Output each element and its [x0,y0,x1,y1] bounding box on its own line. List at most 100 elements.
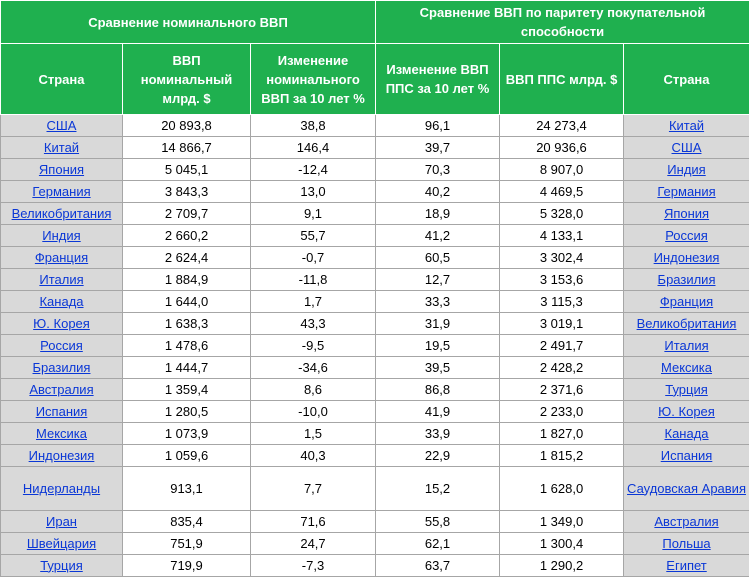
column-header: Страна [0,43,123,115]
country-cell: Мексика [0,422,123,445]
country-cell: Япония [622,202,749,225]
country-cell: Иран [0,510,123,533]
table-row: Швейцария 751,9 24,7 62,1 1 300,4 Польша [0,532,749,555]
country-link[interactable]: Австралия [29,381,94,397]
value-cell: 86,8 [375,378,500,401]
country-link[interactable]: Мексика [661,359,713,375]
value-cell: 13,0 [250,180,376,203]
value-cell: -0,7 [250,246,376,269]
value-cell: 3 843,3 [122,180,251,203]
value-cell: 39,7 [375,136,500,159]
value-cell: 1 059,6 [122,444,251,467]
value-cell: 1,5 [250,422,376,445]
table-row: Индия 2 660,2 55,7 41,2 4 133,1 Россия [0,224,749,247]
value-cell: 41,9 [375,400,500,423]
country-cell: Россия [622,224,749,247]
country-link[interactable]: Россия [665,227,708,243]
column-header: Изменение ВВП ППС за 10 лет % [375,43,500,115]
value-cell: 9,1 [250,202,376,225]
table-row: Бразилия 1 444,7 -34,6 39,5 2 428,2 Мексика [0,356,749,379]
country-link[interactable]: Великобритания [636,315,737,331]
value-cell: 55,8 [375,510,500,533]
value-cell: 19,5 [375,334,500,357]
table-row: Япония 5 045,1 -12,4 70,3 8 907,0 Индия [0,158,749,181]
value-cell: 8,6 [250,378,376,401]
country-link[interactable]: Индонезия [28,447,95,463]
value-cell: 55,7 [250,224,376,247]
value-cell: 63,7 [375,554,500,577]
value-cell: 40,2 [375,180,500,203]
column-header: ВВП ППС млрд. $ [499,43,624,115]
value-cell: 1,7 [250,290,376,313]
value-cell: 1 280,5 [122,400,251,423]
table-row: Турция 719,9 -7,3 63,7 1 290,2 Египет [0,554,749,577]
country-link[interactable]: Турция [665,381,708,397]
country-link[interactable]: Индия [667,161,706,177]
country-link[interactable]: Нидерланды [22,480,101,496]
value-cell: 12,7 [375,268,500,291]
value-cell: 60,5 [375,246,500,269]
value-cell: 1 644,0 [122,290,251,313]
country-link[interactable]: Франция [34,249,89,265]
country-cell: Италия [622,334,749,357]
country-cell: Саудовская Аравия [622,466,749,511]
country-link[interactable]: Индия [42,227,81,243]
country-link[interactable]: Мексика [35,425,87,441]
country-link[interactable]: Испания [660,447,713,463]
country-link[interactable]: Япония [38,161,85,177]
country-link[interactable]: Бразилия [32,359,91,375]
table-row: Германия 3 843,3 13,0 40,2 4 469,5 Германия [0,180,749,203]
country-cell: Германия [622,180,749,203]
table-body: США 20 893,8 38,8 96,1 24 273,4 Китай Китай 14 … [0,114,749,577]
value-cell: 40,3 [250,444,376,467]
country-cell: Канада [0,290,123,313]
value-cell: 751,9 [122,532,251,555]
country-link[interactable]: Ю. Корея [658,403,715,419]
country-link[interactable]: Ю. Корея [33,315,90,331]
country-link[interactable]: Германия [657,183,716,199]
country-link[interactable]: Саудовская Аравия [627,480,746,496]
country-link[interactable]: Канада [39,293,84,309]
country-link[interactable]: Китай [43,139,80,155]
country-link[interactable]: Египет [666,557,707,573]
country-link[interactable]: Россия [40,337,83,353]
country-link[interactable]: Китай [668,117,705,133]
country-cell: Испания [622,444,749,467]
country-link[interactable]: Бразилия [657,271,716,287]
country-link[interactable]: Турция [40,557,83,573]
country-cell: Италия [0,268,123,291]
country-link[interactable]: Иран [46,513,77,529]
country-link[interactable]: Германия [32,183,91,199]
value-cell: 43,3 [250,312,376,335]
value-cell: 96,1 [375,114,500,137]
value-cell: -34,6 [250,356,376,379]
value-cell: 2 428,2 [499,356,624,379]
table-row: Россия 1 478,6 -9,5 19,5 2 491,7 Италия [0,334,749,357]
table-row: Мексика 1 073,9 1,5 33,9 1 827,0 Канада [0,422,749,445]
country-cell: Великобритания [622,312,749,335]
group-header: Сравнение номинального ВВП [0,0,376,44]
value-cell: 39,5 [375,356,500,379]
country-link[interactable]: Италия [39,271,84,287]
value-cell: 18,9 [375,202,500,225]
country-link[interactable]: Польша [662,535,711,551]
value-cell: 913,1 [122,466,251,511]
country-cell: Индия [0,224,123,247]
country-link[interactable]: Италия [664,337,709,353]
country-link[interactable]: Испания [35,403,88,419]
country-link[interactable]: Канада [664,425,709,441]
country-cell: США [0,114,123,137]
value-cell: 1 884,9 [122,268,251,291]
table-row: Иран 835,4 71,6 55,8 1 349,0 Австралия [0,510,749,533]
country-link[interactable]: Великобритания [11,205,112,221]
country-link[interactable]: Индонезия [653,249,720,265]
country-link[interactable]: Франция [659,293,714,309]
value-cell: 1 300,4 [499,532,624,555]
country-link[interactable]: Япония [663,205,710,221]
country-link[interactable]: США [671,139,702,155]
country-link[interactable]: Швейцария [26,535,97,551]
value-cell: 1 290,2 [499,554,624,577]
country-link[interactable]: США [46,117,77,133]
country-link[interactable]: Австралия [654,513,719,529]
